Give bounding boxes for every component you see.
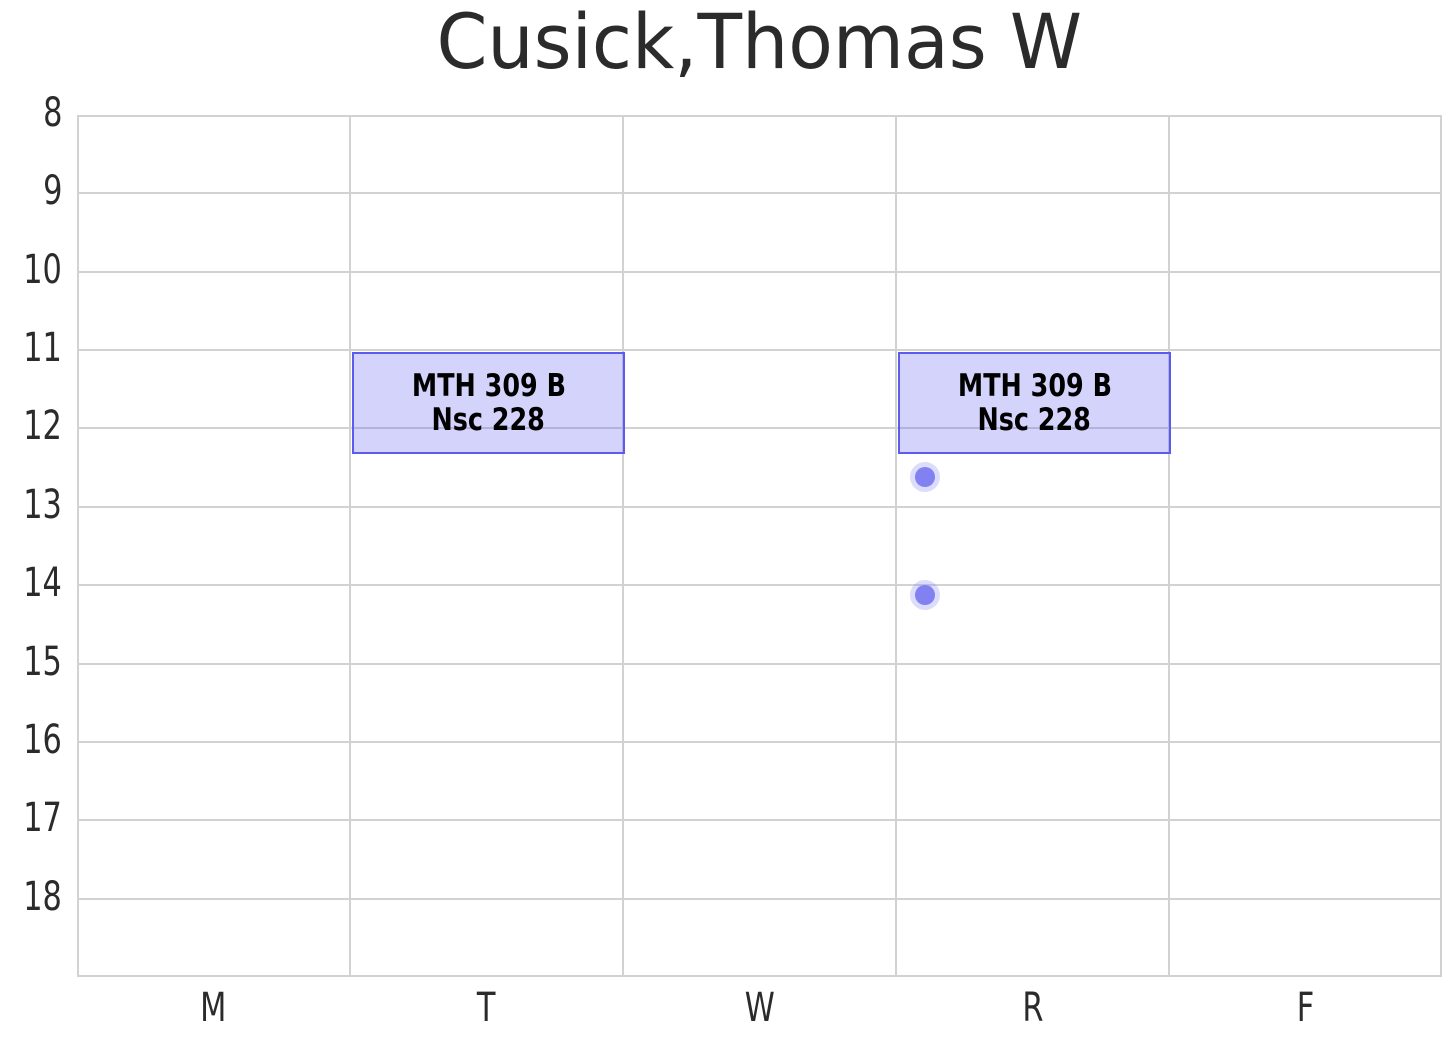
- plot-area: MTH 309 B Nsc 228 MTH 309 B Nsc 228: [77, 115, 1442, 977]
- y-tick-label-13: 13: [0, 481, 62, 529]
- y-tick-text: 8: [42, 90, 62, 136]
- gridline-day-boundary-1: [349, 117, 351, 975]
- y-tick-label-15: 15: [0, 638, 62, 686]
- x-day-text: F: [1296, 985, 1315, 1031]
- marker-dot-1: [915, 467, 936, 488]
- x-day-label-W: W: [680, 982, 840, 1034]
- x-day-text: T: [477, 985, 496, 1031]
- gridline-hour-12: [79, 427, 1440, 430]
- gridline-hour-18: [79, 897, 1440, 900]
- x-day-label-T: T: [407, 982, 567, 1034]
- y-tick-label-17: 17: [0, 794, 62, 842]
- event-block-R-MTH-309-B: MTH 309 B Nsc 228: [898, 352, 1171, 454]
- y-tick-text: 12: [23, 403, 62, 450]
- gridline-hour-9: [79, 192, 1440, 195]
- y-tick-text: 11: [23, 325, 62, 372]
- y-tick-text: 15: [23, 638, 62, 685]
- y-tick-text: 9: [42, 168, 62, 215]
- gridline-hour-10: [79, 270, 1440, 273]
- gridline-hour-14: [79, 584, 1440, 587]
- gridline-hour-13: [79, 505, 1440, 508]
- x-day-text: M: [200, 985, 227, 1031]
- y-tick-text: 18: [23, 873, 62, 920]
- x-day-label-F: F: [1226, 982, 1386, 1034]
- gridline-day-boundary-3: [895, 117, 897, 975]
- y-tick-text: 16: [23, 716, 62, 763]
- gridline-hour-16: [79, 740, 1440, 743]
- y-tick-label-10: 10: [0, 246, 62, 294]
- y-tick-label-9: 9: [0, 167, 62, 215]
- y-tick-label-12: 12: [0, 402, 62, 450]
- x-day-text: W: [744, 985, 775, 1031]
- chart-title: Cusick,Thomas W: [77, 0, 1442, 90]
- y-tick-label-16: 16: [0, 716, 62, 764]
- y-tick-text: 14: [23, 560, 62, 607]
- event-course-label: MTH 309 B: [411, 368, 566, 404]
- x-day-label-R: R: [953, 982, 1113, 1034]
- event-course-label: MTH 309 B: [957, 368, 1112, 404]
- gridline-hour-17: [79, 819, 1440, 822]
- gridline-hour-11: [79, 349, 1440, 352]
- chart-title-text: Cusick,Thomas W: [436, 0, 1083, 86]
- y-tick-label-8: 8: [0, 89, 62, 137]
- gridline-day-boundary-2: [622, 117, 624, 975]
- gridline-hour-15: [79, 662, 1440, 665]
- y-tick-text: 13: [23, 481, 62, 528]
- y-tick-label-18: 18: [0, 873, 62, 921]
- y-tick-text: 17: [23, 795, 62, 842]
- y-tick-label-14: 14: [0, 559, 62, 607]
- marker-dot-2: [915, 585, 936, 606]
- y-tick-text: 10: [23, 246, 62, 293]
- event-block-T-MTH-309-B: MTH 309 B Nsc 228: [352, 352, 625, 454]
- event-room-label: Nsc 228: [431, 402, 546, 438]
- x-day-text: R: [1021, 985, 1044, 1031]
- x-day-label-M: M: [134, 982, 294, 1034]
- y-tick-label-11: 11: [0, 324, 62, 372]
- gridline-day-boundary-4: [1168, 117, 1170, 975]
- event-room-label: Nsc 228: [977, 402, 1092, 438]
